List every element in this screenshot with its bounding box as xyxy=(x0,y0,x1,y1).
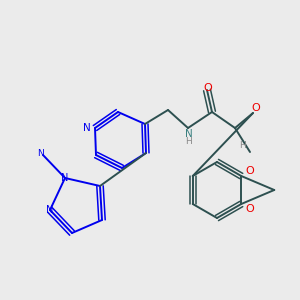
Text: H: H xyxy=(240,142,246,151)
Text: N: N xyxy=(185,129,193,139)
Text: O: O xyxy=(246,166,255,176)
Text: N: N xyxy=(37,148,44,158)
Text: O: O xyxy=(246,204,255,214)
Text: O: O xyxy=(204,83,212,93)
Text: N: N xyxy=(83,123,91,133)
Text: H: H xyxy=(186,137,192,146)
Text: O: O xyxy=(252,103,260,113)
Text: N: N xyxy=(61,173,69,183)
Text: N: N xyxy=(46,205,54,215)
